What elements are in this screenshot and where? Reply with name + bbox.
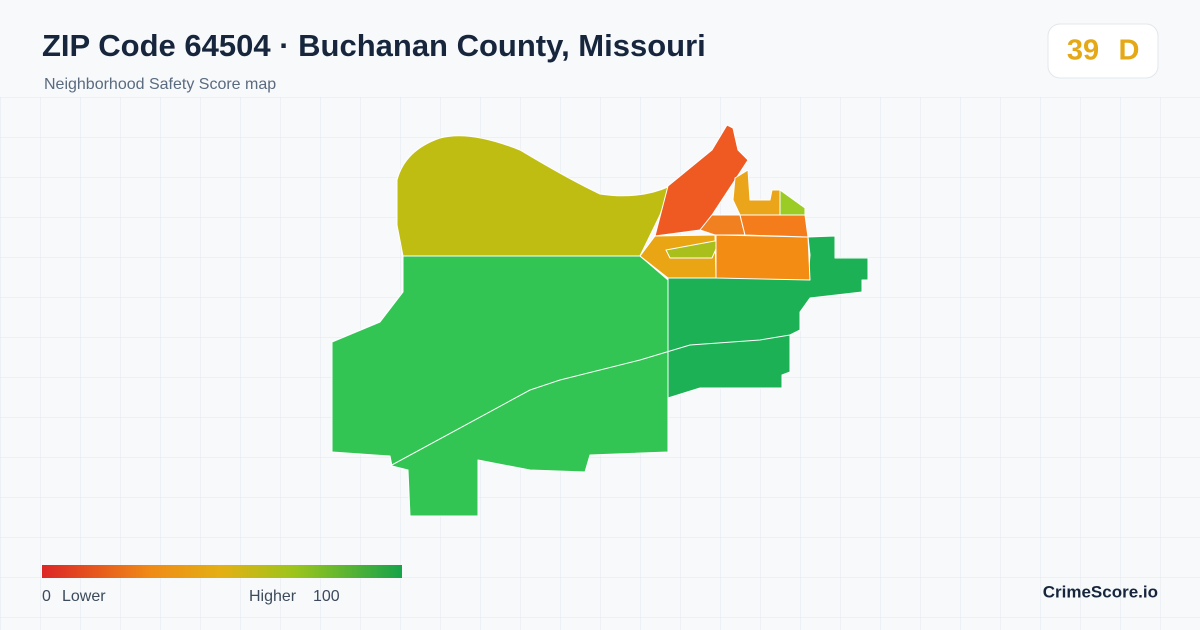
legend-high: Higher bbox=[249, 588, 297, 605]
region bbox=[699, 214, 746, 236]
region bbox=[665, 239, 721, 259]
region bbox=[331, 255, 669, 517]
score-value: 39 bbox=[1067, 35, 1099, 67]
legend-min: 0 bbox=[42, 588, 51, 605]
legend-low: Lower bbox=[62, 588, 106, 605]
region bbox=[715, 234, 811, 281]
boundary bbox=[389, 334, 791, 467]
title: ZIP Code 64504 · Buchanan County, Missou… bbox=[42, 28, 706, 63]
region bbox=[667, 235, 869, 399]
score-grade: D bbox=[1119, 35, 1140, 67]
region bbox=[739, 214, 809, 238]
brand: CrimeScore.io bbox=[1043, 582, 1158, 601]
region bbox=[396, 135, 671, 257]
region bbox=[732, 169, 781, 216]
legend-max: 100 bbox=[313, 588, 340, 605]
region bbox=[654, 124, 749, 237]
score-badge bbox=[1047, 23, 1159, 79]
zip-map bbox=[331, 124, 869, 517]
legend-bar bbox=[42, 565, 402, 578]
subtitle: Neighborhood Safety Score map bbox=[44, 76, 276, 93]
